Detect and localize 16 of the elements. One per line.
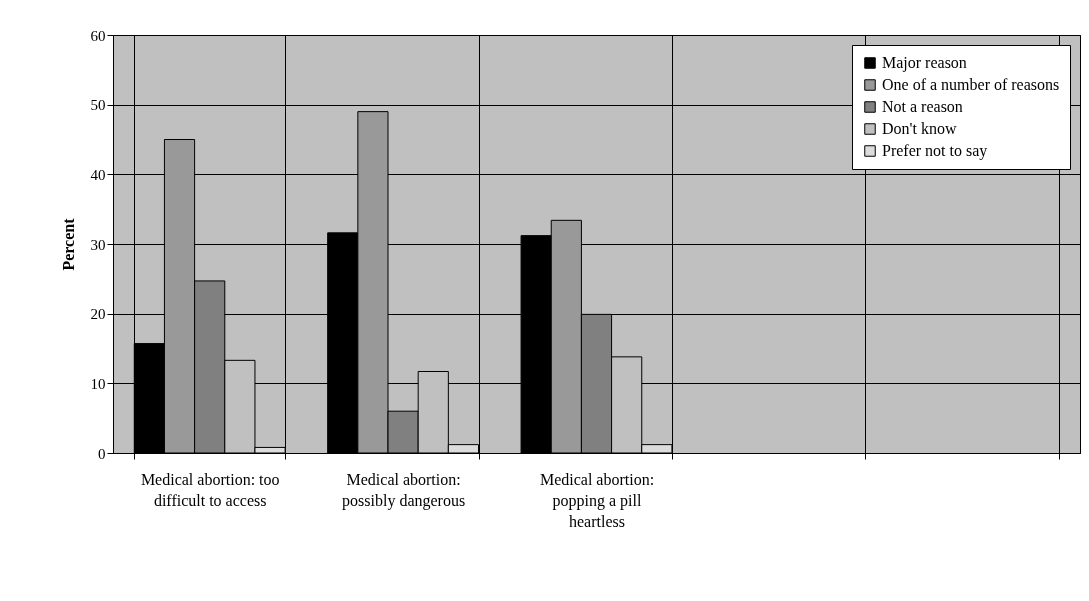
legend-label: Not a reason (882, 98, 963, 115)
y-tick-label: 50 (90, 97, 106, 114)
y-tick-label: 40 (90, 166, 106, 183)
x-tick-label: Medical abortion: possibly dangerous (342, 470, 466, 510)
legend-label: Don't know (882, 120, 957, 137)
y-tick-label: 0 (98, 445, 106, 462)
y-tick-label: 20 (90, 306, 106, 323)
y-tick-label: 60 (90, 27, 106, 44)
legend-label: Prefer not to say (882, 142, 988, 160)
legend-label: One of a number of reasons (882, 76, 1060, 93)
legend-label: Major reason (882, 54, 967, 72)
y-axis-title: Percent (59, 217, 77, 271)
y-tick-label: 30 (90, 236, 106, 253)
x-tick-label: Medical abortion: too difficult to access (140, 470, 280, 509)
y-tick-label: 10 (90, 375, 106, 392)
x-tick-label: Medical abortion: popping a pill heartless (539, 470, 655, 530)
